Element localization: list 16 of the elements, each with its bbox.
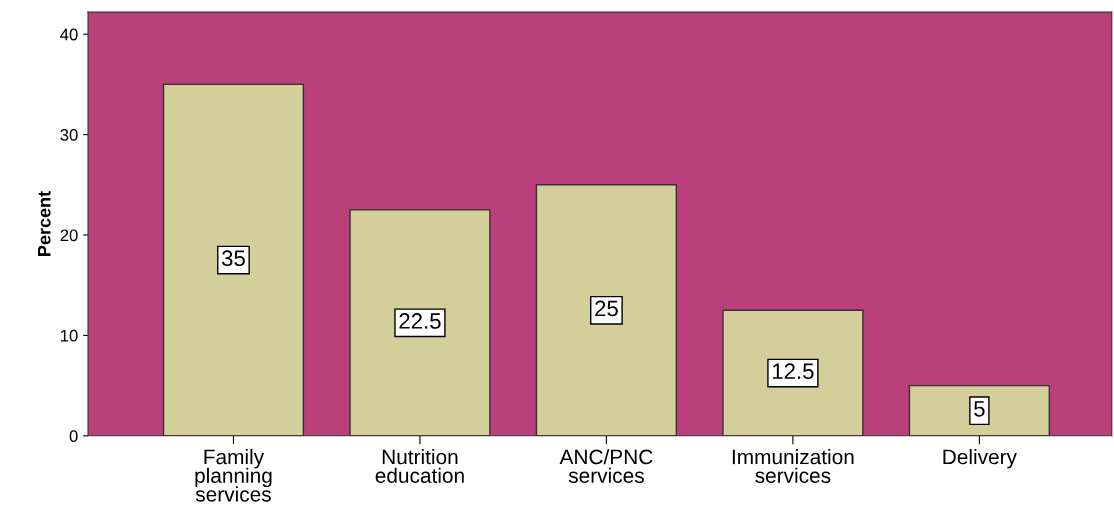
y-tick-label: 30 [60, 129, 78, 141]
x-tick-label: Delivery [943, 449, 1017, 469]
data-label: 35 [221, 250, 245, 267]
x-tick-label: Nutrition education [375, 449, 464, 483]
x-tick-label: Immunization services [732, 449, 854, 483]
y-tick-label: 20 [60, 229, 78, 242]
x-tick-label: Family planning services [195, 449, 272, 502]
data-label: 5 [974, 401, 985, 417]
data-label: 25 [595, 300, 618, 317]
data-label: 12.5 [772, 363, 814, 380]
y-tick-label: 10 [61, 329, 78, 342]
data-label: 22.5 [399, 313, 441, 329]
y-tick-label: 40 [60, 28, 78, 41]
y-tick-label: 0 [69, 430, 78, 443]
x-tick-label: ANC/PNC services [559, 449, 653, 483]
y-axis-title: Percent [38, 191, 51, 256]
